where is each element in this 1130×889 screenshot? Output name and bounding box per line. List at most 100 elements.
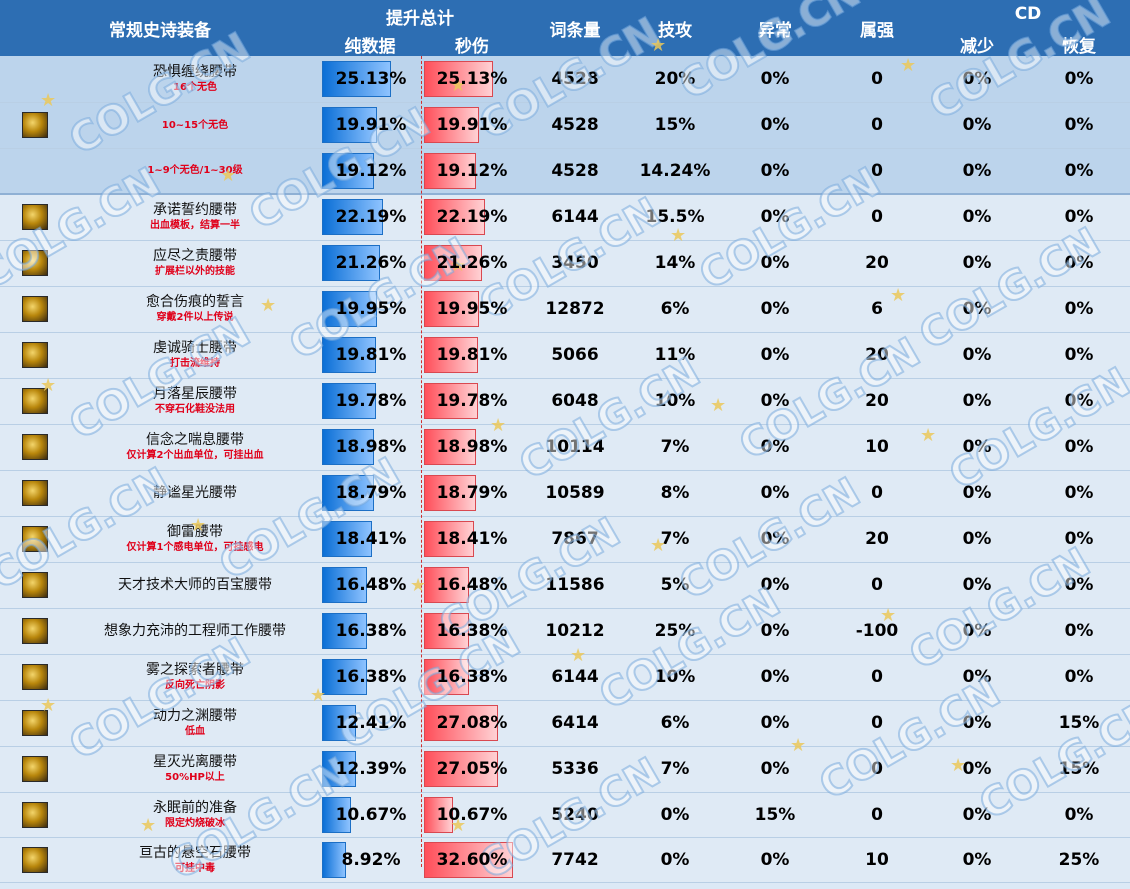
table-row: 静谧星光腰带 18.79% 18.79% 10589 8% 0% 0 0% 0% [0,470,1130,517]
header-status: 异常 [758,21,792,41]
table-row: 想象力充沛的工程师工作腰带 16.38% 16.38% 10212 25% 0% -100 0… [0,608,1130,655]
cd-reduce-value: 0% [926,516,1028,563]
item-note: 仅计算2个出血单位，可挂出血 [126,450,264,461]
item-name: 雾之探索者腰带 [146,662,244,678]
name-cell: 御雷腰带 仅计算1个感电单位，可挂感电 [70,516,320,563]
pure-bar [322,107,377,143]
status-value: 0% [722,102,828,149]
table-row: 愈合伤痕的誓言 穿戴2件以上传说 19.95% 19.95% 12872 6% 0% 6 0% 0… [0,286,1130,333]
pure-bar [322,567,368,603]
cd-reduce-value: 0% [926,424,1028,471]
belt-icon [22,801,48,828]
cd-recover-value: 0% [1028,240,1130,287]
pure-bar [322,659,367,695]
dashed-divider [421,56,422,867]
pure-bar [322,152,375,189]
status-value: 0% [722,746,828,793]
cd-recover-value: 15% [1028,746,1130,793]
cd-recover-value: 0% [1028,286,1130,333]
item-name: 亘古的悬空石腰带 [139,844,251,861]
skill-value: 0% [628,792,722,838]
pure-cell: 19.95% [320,286,422,333]
belt-table: 恐惧缠绕腰带 16个无色 25.13% 25.13% 4528 20% 0% 0 0% 0% 10~… [0,56,1130,883]
item-note: 16个无色 [173,81,217,93]
skill-value: 5% [628,562,722,609]
item-note: 10~15个无色 [161,119,229,131]
dps-cell: 16.38% [422,608,522,655]
belt-icon [22,710,48,736]
belt-icon [22,572,48,598]
pure-cell: 22.19% [320,194,422,241]
pure-bar [322,521,373,557]
icon-cell [0,286,70,333]
pure-value: 16.38% [335,621,407,641]
elem-value: 20 [828,516,926,563]
pure-bar [322,337,377,373]
dps-value: 18.79% [436,483,508,503]
dps-bar [424,521,475,557]
pure-value: 18.41% [335,529,407,549]
dps-bar [424,613,469,649]
status-value: 0% [722,608,828,655]
count-value: 4528 [522,148,628,195]
pure-value: 12.41% [335,713,407,733]
count-value: 10212 [522,608,628,655]
skill-value: 0% [628,837,722,883]
item-name: 静谧星光腰带 [153,484,237,501]
belt-icon [22,296,48,322]
header-dps: 秒伤 [455,37,489,57]
count-value: 7742 [522,837,628,883]
skill-value: 14% [628,240,722,287]
skill-value: 8% [628,470,722,517]
cd-reduce-value: 0% [926,378,1028,425]
skill-value: 15% [628,102,722,149]
cd-reduce-value: 0% [926,562,1028,609]
dps-cell: 16.48% [422,562,522,609]
cd-recover-value: 0% [1028,470,1130,517]
pure-bar [322,613,367,649]
pure-value: 10.67% [335,804,407,825]
count-value: 6144 [522,194,628,241]
pure-bar [322,383,377,419]
status-value: 0% [722,700,828,747]
table-row: 天才技术大师的百宝腰带 16.48% 16.48% 11586 5% 0% 0 0% 0% [0,562,1130,609]
cd-recover-value: 0% [1028,56,1130,103]
header-skill: 技攻 [658,21,692,41]
count-value: 7867 [522,516,628,563]
skill-value: 14.24% [628,148,722,195]
pure-cell: 18.98% [320,424,422,471]
dps-bar [424,705,499,741]
pure-bar [322,60,391,97]
pure-value: 19.81% [335,345,407,365]
elem-value: 0 [828,470,926,517]
belt-icon [22,846,48,873]
status-value: 15% [722,792,828,838]
pure-cell: 21.26% [320,240,422,287]
pure-bar [322,796,352,833]
icon-cell [0,608,70,655]
dps-value: 19.12% [436,160,508,181]
cd-recover-value: 25% [1028,837,1130,883]
item-name: 恐惧缠绕腰带 [153,63,237,80]
dps-bar [424,291,479,327]
item-name: 天才技术大师的百宝腰带 [118,576,272,593]
dps-bar [424,429,477,465]
table-row: 雾之探索者腰带 反向死亡阴影 16.38% 16.38% 6144 10% 0% 0 0% 0% [0,654,1130,701]
status-value: 0% [722,424,828,471]
count-value: 6414 [522,700,628,747]
skill-value: 25% [628,608,722,655]
dps-cell: 22.19% [422,194,522,241]
status-value: 0% [722,562,828,609]
name-cell: 雾之探索者腰带 反向死亡阴影 [70,654,320,701]
pure-bar [322,245,381,281]
cd-reduce-value: 0% [926,332,1028,379]
item-name: 永眠前的准备 [153,799,237,816]
pure-bar [322,199,383,236]
table-row: 动力之渊腰带 低血 12.41% 27.08% 6414 6% 0% 0 0% 15% [0,700,1130,747]
elem-value: -100 [828,608,926,655]
item-name: 虔诚骑士腰带 [153,340,237,356]
cd-reduce-value: 0% [926,654,1028,701]
elem-value: 0 [828,102,926,149]
icon-cell [0,562,70,609]
name-cell: 亘古的悬空石腰带 可挂中毒 [70,837,320,883]
